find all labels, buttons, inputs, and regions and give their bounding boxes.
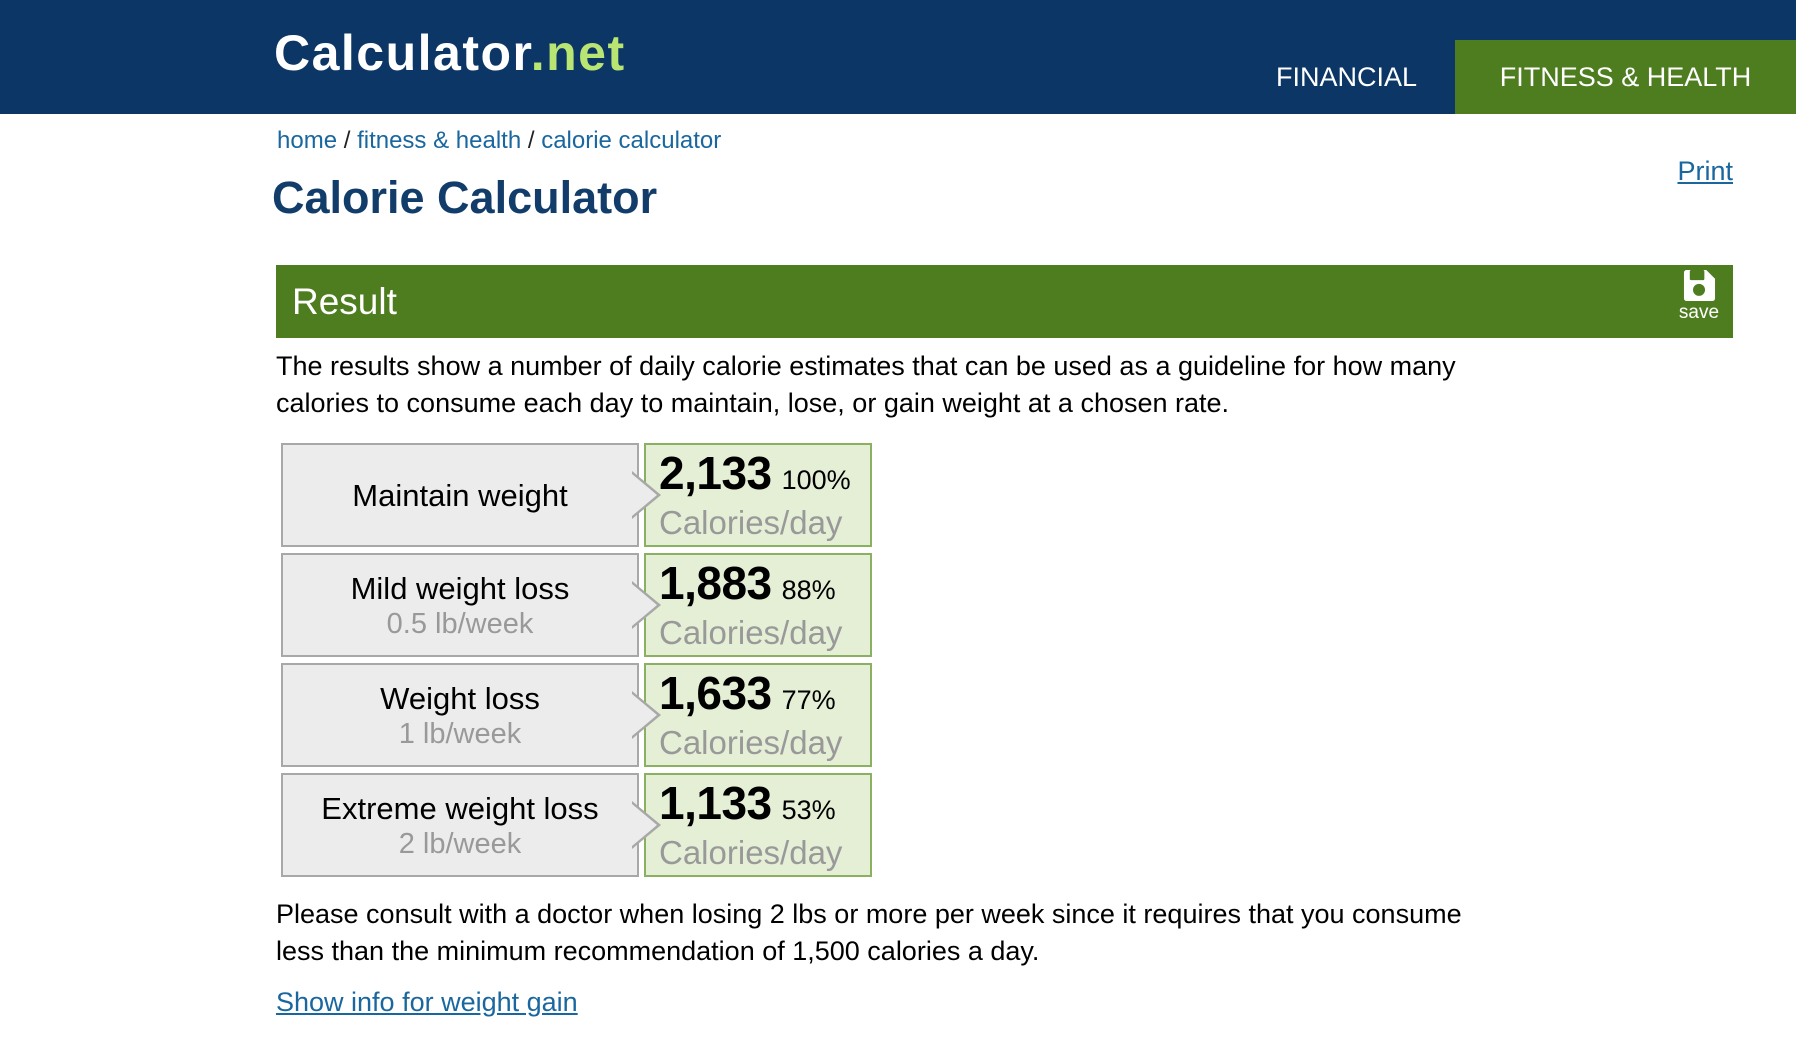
save-button-label: save	[1678, 302, 1720, 323]
row-sublabel: 2 lb/week	[398, 827, 522, 860]
calories-unit: Calories/day	[659, 613, 843, 651]
row-label-cell: Extreme weight loss 2 lb/week	[281, 773, 639, 877]
row-label-cell: Mild weight loss 0.5 lb/week	[281, 553, 639, 657]
calories-value: 1,633	[659, 666, 772, 719]
calories-value: 1,883	[659, 556, 772, 609]
row-sublabel: 1 lb/week	[398, 717, 522, 750]
percent-value: 88%	[781, 574, 836, 605]
breadcrumb-calorie-calculator[interactable]: calorie calculator	[541, 127, 722, 154]
percent-value: 100%	[781, 464, 851, 495]
logo-text-net: .net	[530, 25, 626, 81]
arrow-right-icon-fill	[632, 804, 657, 846]
breadcrumb-fitness-health[interactable]: fitness & health	[357, 127, 522, 154]
row-value-cell: 1,133 53% Calories/day	[644, 773, 872, 877]
show-weight-gain-link[interactable]: Show info for weight gain	[276, 987, 578, 1017]
save-button[interactable]: save	[1673, 269, 1725, 323]
percent-value: 53%	[781, 794, 836, 825]
row-label: Weight loss	[380, 680, 540, 716]
row-value-cell: 2,133 100% Calories/day	[644, 443, 872, 547]
top-nav: FINANCIAL FITNESS & HEALTH	[1276, 40, 1796, 114]
breadcrumb-separator: /	[521, 127, 542, 154]
floppy-disk-icon	[1683, 269, 1716, 302]
row-label: Extreme weight loss	[321, 790, 599, 826]
row-label-cell: Maintain weight	[281, 443, 639, 547]
row-label-cell: Weight loss 1 lb/week	[281, 663, 639, 767]
arrow-right-icon-fill	[632, 694, 657, 736]
result-row-extreme-loss: Extreme weight loss 2 lb/week 1,133 53% …	[281, 773, 872, 877]
print-link[interactable]: Print	[1677, 156, 1733, 186]
row-sublabel: 0.5 lb/week	[386, 607, 534, 640]
nav-item-fitness-health[interactable]: FITNESS & HEALTH	[1455, 40, 1796, 114]
page-title: Calorie Calculator	[272, 172, 658, 223]
result-row-maintain: Maintain weight 2,133 100% Calories/day	[281, 443, 872, 547]
calories-unit: Calories/day	[659, 723, 843, 761]
intro-text: The results show a number of daily calor…	[276, 351, 1456, 418]
nav-item-financial[interactable]: FINANCIAL	[1275, 61, 1417, 92]
result-row-mild-loss: Mild weight loss 0.5 lb/week 1,883 88% C…	[281, 553, 872, 657]
percent-value: 77%	[781, 684, 836, 715]
row-label: Maintain weight	[352, 477, 568, 513]
breadcrumb-separator: /	[337, 127, 358, 154]
row-value-cell: 1,633 77% Calories/day	[644, 663, 872, 767]
arrow-right-icon-fill	[632, 474, 657, 516]
result-header-label: Result	[292, 280, 397, 322]
calories-value: 2,133	[659, 446, 772, 499]
calories-value: 1,133	[659, 776, 772, 829]
row-label: Mild weight loss	[350, 570, 570, 606]
results-table: Maintain weight 2,133 100% Calories/day …	[281, 443, 872, 877]
row-value-cell: 1,883 88% Calories/day	[644, 553, 872, 657]
breadcrumb-home[interactable]: home	[277, 127, 338, 154]
result-header-bar: Result save	[276, 265, 1733, 338]
site-header: Calculator.net FINANCIAL FITNESS & HEALT…	[0, 0, 1796, 114]
calories-unit: Calories/day	[659, 503, 843, 541]
doctor-note-text: Please consult with a doctor when losing…	[276, 899, 1462, 966]
result-row-loss: Weight loss 1 lb/week 1,633 77% Calories…	[281, 663, 872, 767]
logo-text-calculator: Calculator	[274, 25, 531, 81]
site-logo[interactable]: Calculator.net	[274, 24, 626, 82]
arrow-right-icon-fill	[632, 584, 657, 626]
calories-unit: Calories/day	[659, 833, 843, 871]
breadcrumb: home / fitness & health / calorie calcul…	[277, 127, 721, 155]
